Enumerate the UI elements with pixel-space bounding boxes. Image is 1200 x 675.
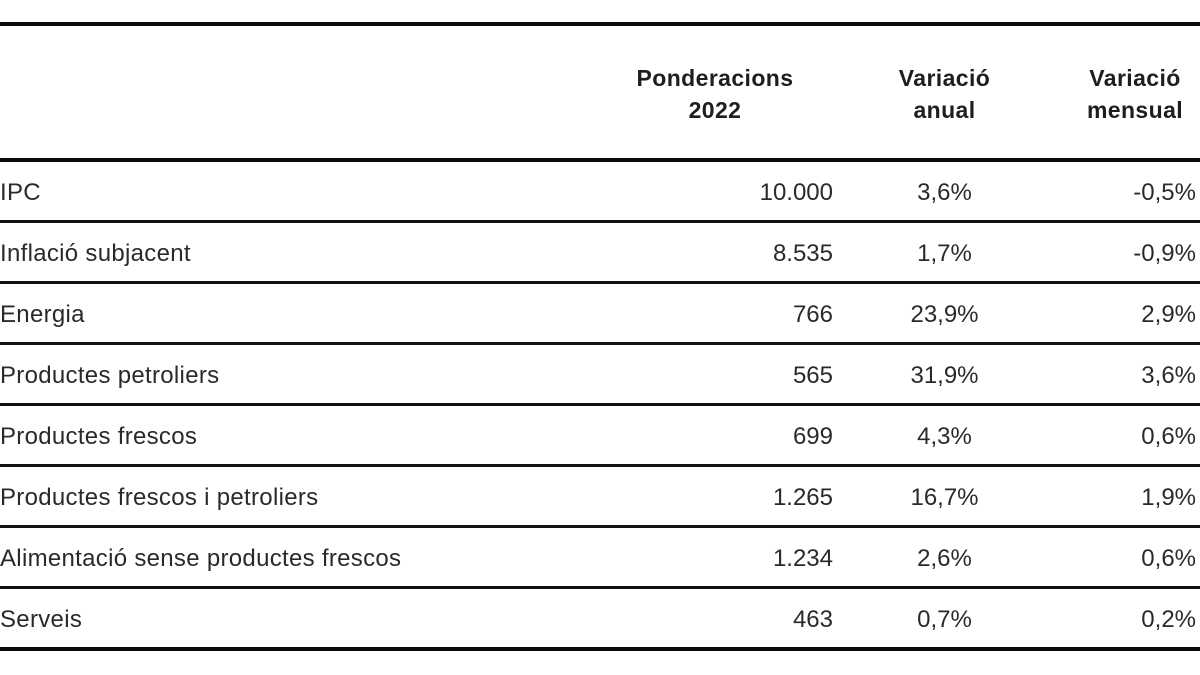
header-anual-line1: Variació <box>898 65 991 91</box>
row-variacio-mensual: 0,6% <box>1141 545 1196 572</box>
row-ponderacions: 8.535 <box>772 240 833 267</box>
header-ponderacions: Ponderacions 2022 <box>595 62 835 126</box>
table-header-rule <box>0 158 1200 162</box>
row-variacio-mensual: -0,9% <box>1133 240 1196 267</box>
table-row: Productes frescos 699 4,3% 0,6% <box>0 406 1200 467</box>
table-row: Serveis 463 0,7% 0,2% <box>0 589 1200 651</box>
header-ponderacions-line2: 2022 <box>688 97 742 123</box>
row-variacio-mensual: 1,9% <box>1141 484 1196 511</box>
table-row: Inflació subjacent 8.535 1,7% -0,9% <box>0 223 1200 284</box>
row-ponderacions: 10.000 <box>759 179 833 206</box>
row-variacio-mensual: 3,6% <box>1141 362 1196 389</box>
table-row: IPC 10.000 3,6% -0,5% <box>0 162 1200 223</box>
row-ponderacions: 565 <box>792 362 833 389</box>
row-variacio-anual: 1,7% <box>917 240 972 267</box>
header-mensual-line1: Variació <box>1089 65 1181 91</box>
row-variacio-anual: 16,7% <box>910 484 979 511</box>
row-variacio-anual: 31,9% <box>910 362 979 389</box>
row-ponderacions: 1.234 <box>772 545 833 572</box>
row-label: Productes frescos <box>0 423 198 450</box>
table-row: Productes petroliers 565 31,9% 3,6% <box>0 345 1200 406</box>
row-variacio-anual: 2,6% <box>917 545 972 572</box>
row-label: Alimentació sense productes frescos <box>0 545 402 572</box>
header-anual-line2: anual <box>913 97 976 123</box>
row-label: Productes petroliers <box>0 362 220 389</box>
row-variacio-mensual: 0,2% <box>1141 606 1196 633</box>
row-label: Energia <box>0 301 85 328</box>
row-variacio-anual: 0,7% <box>917 606 972 633</box>
row-label: Inflació subjacent <box>0 240 191 267</box>
table-header: Ponderacions 2022 Variació anual Variaci… <box>0 26 1200 158</box>
table-row: Energia 766 23,9% 2,9% <box>0 284 1200 345</box>
table-top-rule <box>0 22 1200 26</box>
header-variacio-anual: Variació anual <box>862 62 1027 126</box>
row-variacio-mensual: 2,9% <box>1141 301 1196 328</box>
row-ponderacions: 463 <box>792 606 833 633</box>
header-mensual-line2: mensual <box>1086 97 1184 123</box>
row-variacio-mensual: -0,5% <box>1133 179 1196 206</box>
row-ponderacions: 1.265 <box>772 484 833 511</box>
row-label: IPC <box>0 179 41 206</box>
ipc-table: Ponderacions 2022 Variació anual Variaci… <box>0 22 1200 651</box>
row-variacio-anual: 23,9% <box>910 301 979 328</box>
table-row: Productes frescos i petroliers 1.265 16,… <box>0 467 1200 528</box>
row-variacio-mensual: 0,6% <box>1141 423 1196 450</box>
header-variacio-mensual: Variació mensual <box>1050 62 1200 126</box>
row-label: Productes frescos i petroliers <box>0 484 319 511</box>
row-variacio-anual: 3,6% <box>917 179 972 206</box>
row-ponderacions: 766 <box>792 301 833 328</box>
row-ponderacions: 699 <box>792 423 833 450</box>
row-variacio-anual: 4,3% <box>917 423 972 450</box>
table-row: Alimentació sense productes frescos 1.23… <box>0 528 1200 589</box>
row-label: Serveis <box>0 606 83 633</box>
header-ponderacions-line1: Ponderacions <box>636 65 794 91</box>
